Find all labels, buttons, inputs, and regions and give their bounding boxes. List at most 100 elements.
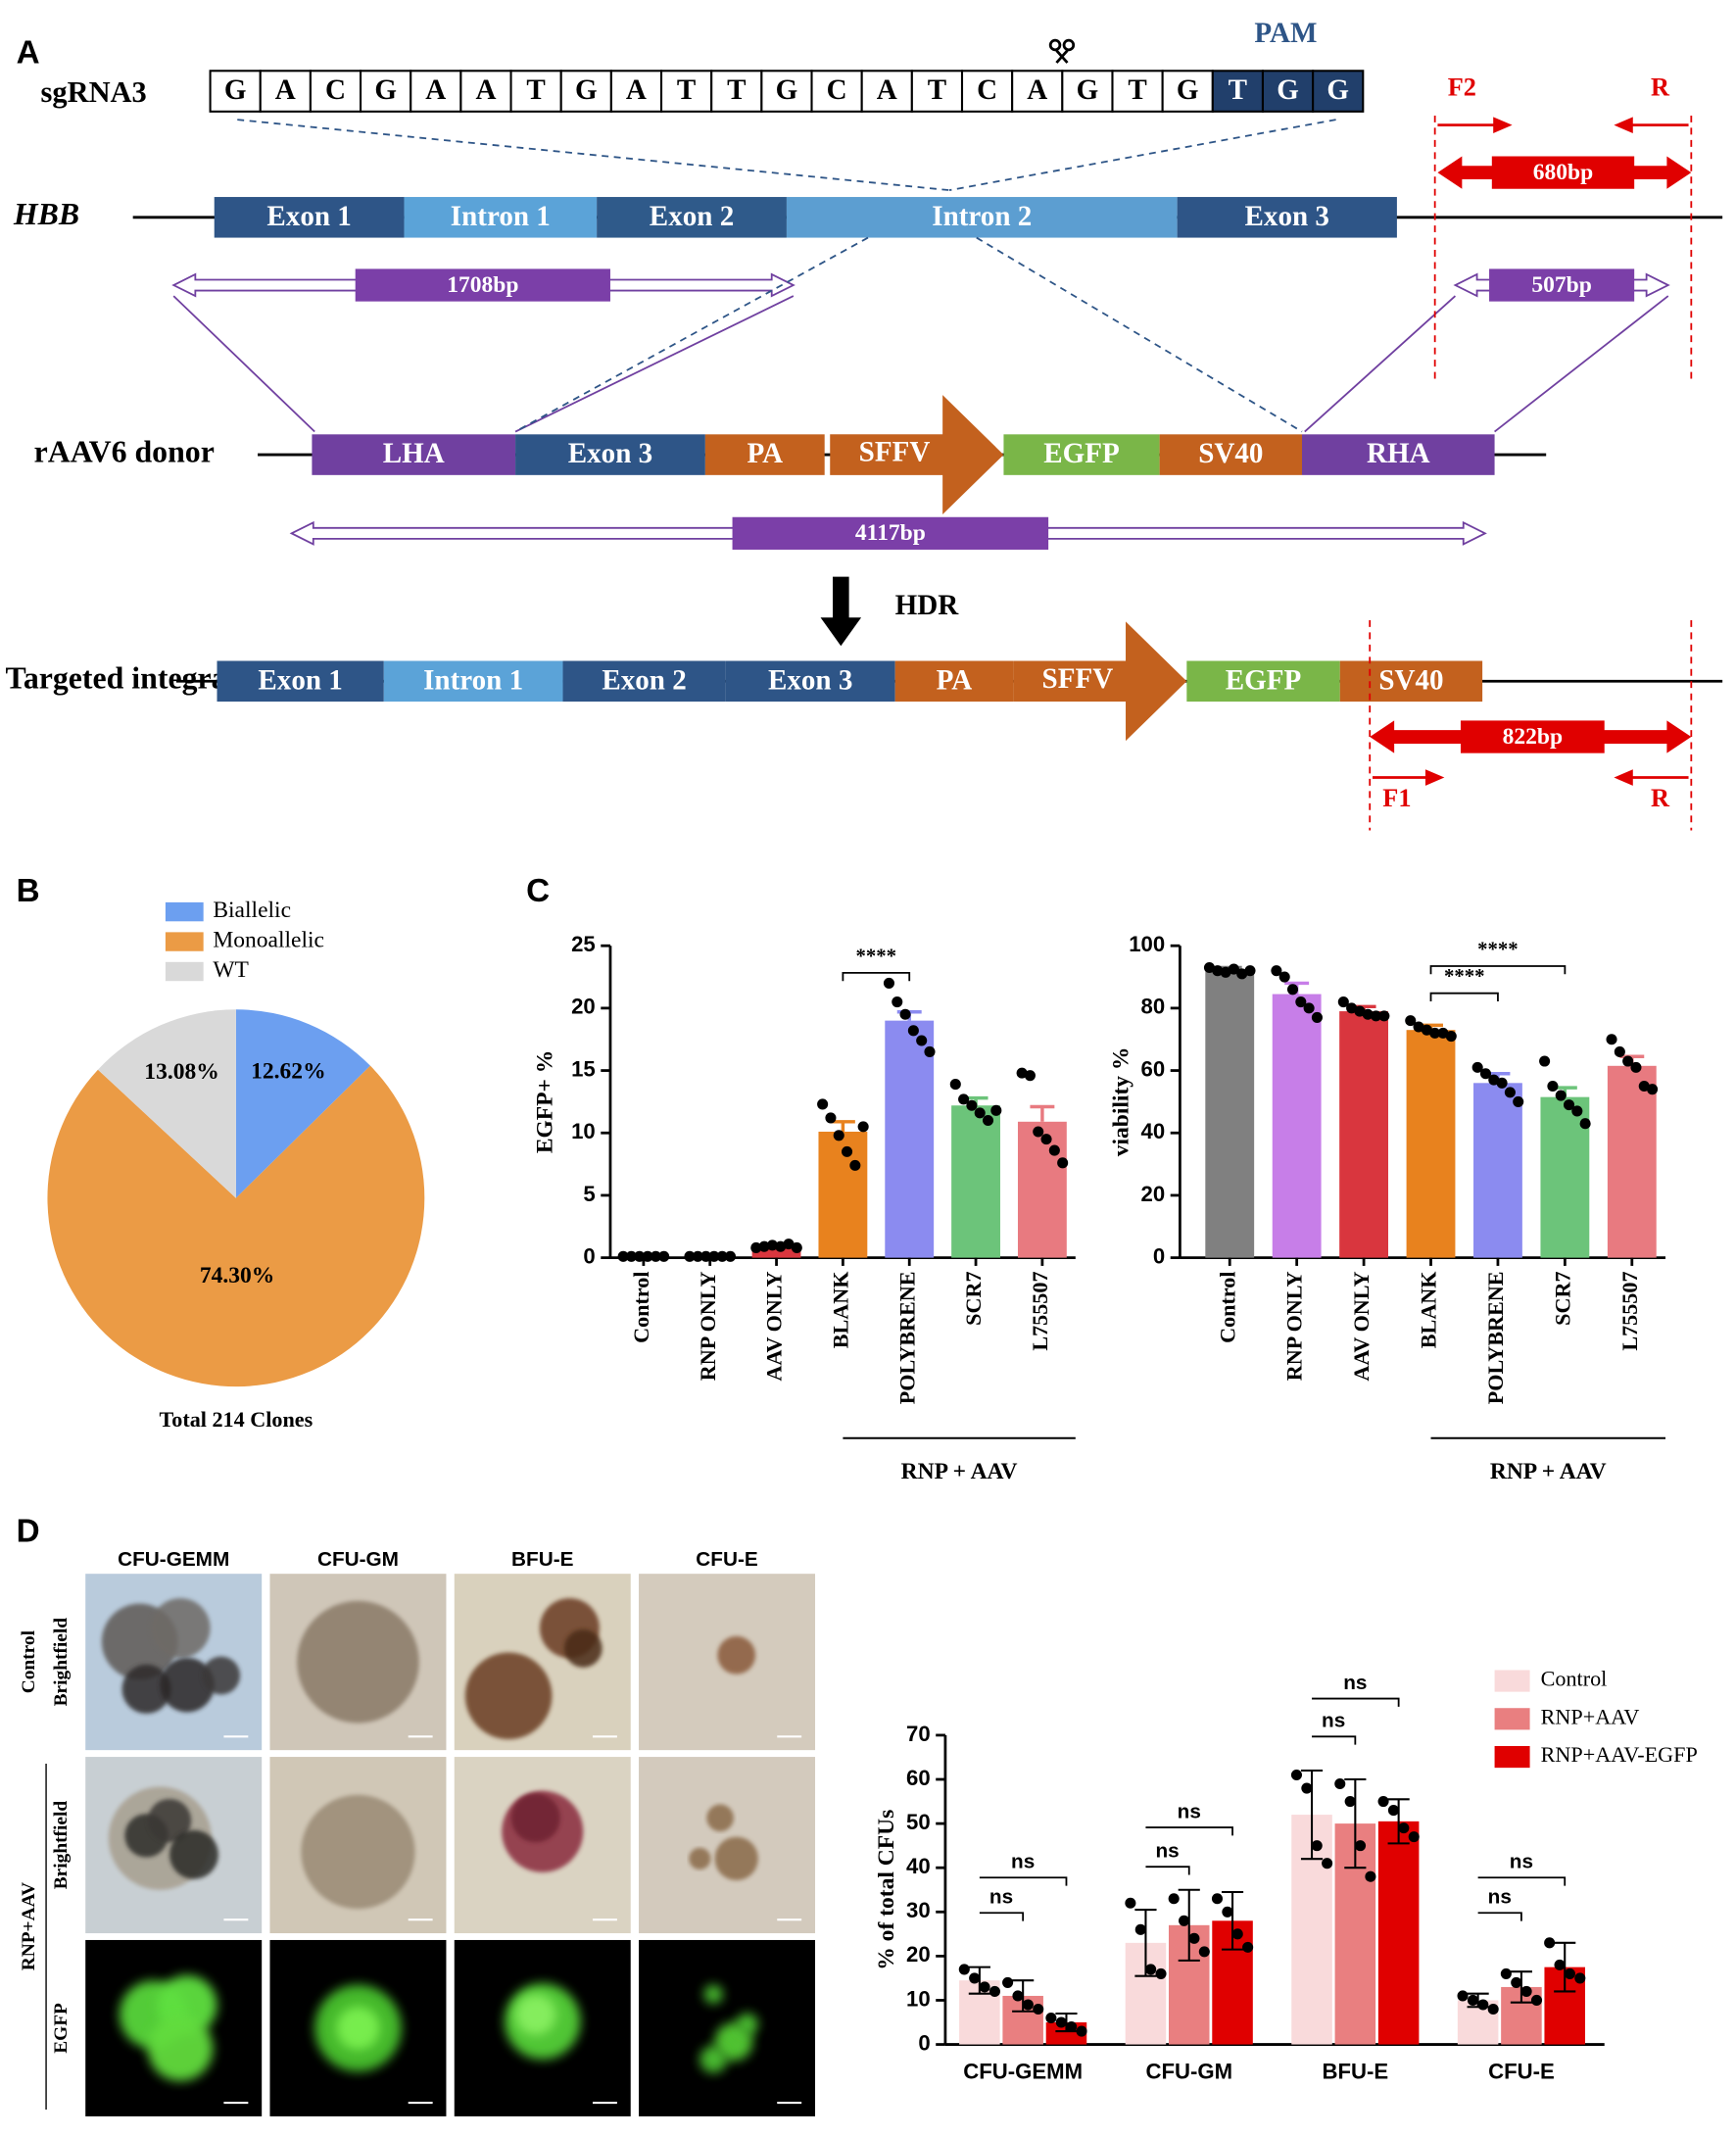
error-bar bbox=[1300, 1769, 1324, 1861]
significance-label: ns bbox=[1322, 1710, 1345, 1732]
data-point bbox=[1220, 966, 1231, 978]
bar bbox=[1607, 1065, 1657, 1258]
sequence-box bbox=[609, 70, 663, 113]
data-point bbox=[658, 1250, 670, 1262]
primer-head bbox=[1614, 769, 1633, 786]
data-point bbox=[1504, 1087, 1516, 1098]
data-point bbox=[916, 1035, 928, 1046]
significance-label: ns bbox=[1155, 1839, 1179, 1862]
data-point bbox=[791, 1241, 802, 1253]
segment-label: SFFV bbox=[1042, 663, 1114, 695]
y-tick-label: 20 bbox=[906, 1942, 931, 1967]
data-point bbox=[1405, 1015, 1417, 1027]
error-bar bbox=[1178, 1888, 1200, 1962]
error-bar bbox=[1055, 2012, 1078, 2033]
segment bbox=[383, 660, 563, 703]
base: G bbox=[224, 74, 247, 106]
length-box bbox=[355, 268, 610, 302]
data-point bbox=[1457, 1990, 1469, 2002]
column-label: CFU-E bbox=[696, 1548, 758, 1571]
base: C bbox=[325, 74, 346, 106]
segment bbox=[894, 660, 1014, 703]
base: G bbox=[1177, 74, 1199, 106]
y-tick-label: 5 bbox=[583, 1182, 595, 1206]
primer-label: R bbox=[1651, 73, 1670, 102]
x-tick-label: BLANK bbox=[828, 1271, 852, 1349]
y-tick-label: 10 bbox=[571, 1119, 596, 1143]
data-point bbox=[716, 1250, 728, 1262]
pam-base: G bbox=[1326, 74, 1349, 106]
colony bbox=[301, 1794, 415, 1910]
data-point bbox=[1408, 1831, 1420, 1843]
data-point bbox=[1290, 1769, 1302, 1781]
error-bar bbox=[1134, 1908, 1157, 1977]
sequence-box bbox=[309, 70, 362, 113]
data-point bbox=[989, 1985, 1000, 1997]
y-tick-label: 60 bbox=[1141, 1056, 1166, 1081]
data-point bbox=[1539, 1055, 1551, 1067]
data-point bbox=[1271, 965, 1282, 977]
y-tick-label: 60 bbox=[906, 1766, 931, 1790]
pie-caption: Total 214 Clones bbox=[160, 1407, 313, 1432]
colony bbox=[121, 1664, 171, 1714]
colony bbox=[703, 1984, 723, 2005]
segment-label: Intron 1 bbox=[451, 201, 551, 232]
data-point bbox=[857, 1121, 869, 1133]
data-point bbox=[1398, 1822, 1410, 1834]
data-point bbox=[1421, 1024, 1432, 1036]
base: T bbox=[677, 74, 696, 106]
data-point bbox=[817, 1098, 829, 1110]
bar bbox=[1017, 1121, 1067, 1258]
base: A bbox=[1027, 74, 1047, 106]
y-tick-label: 25 bbox=[571, 932, 596, 956]
panel-letter: C bbox=[526, 873, 550, 909]
colony bbox=[717, 1635, 756, 1675]
significance-label: **** bbox=[856, 946, 897, 967]
row-label: Brightfield bbox=[51, 1618, 72, 1707]
error-bar bbox=[1510, 1970, 1532, 2004]
error-bar bbox=[968, 1966, 990, 1995]
data-point bbox=[1125, 1897, 1136, 1909]
scissors bbox=[1048, 38, 1062, 52]
sequence-box bbox=[1111, 70, 1164, 113]
base: A bbox=[475, 74, 496, 106]
data-point bbox=[1311, 1840, 1323, 1852]
data-point bbox=[1212, 965, 1224, 977]
error-bar bbox=[1554, 1941, 1576, 1993]
data-point bbox=[775, 1240, 787, 1252]
segment bbox=[597, 197, 787, 238]
row-label: RNP+AAV bbox=[19, 1882, 39, 1970]
segment-label: Exon 1 bbox=[266, 201, 351, 232]
x-tick-label: L755507 bbox=[1617, 1271, 1642, 1350]
data-point bbox=[1242, 1941, 1254, 1953]
data-point bbox=[617, 1250, 629, 1262]
sequence-box bbox=[1161, 70, 1214, 113]
data-point bbox=[1354, 1840, 1367, 1852]
data-point bbox=[1002, 1976, 1014, 1988]
data-point bbox=[1295, 996, 1307, 1008]
data-point bbox=[1198, 1946, 1210, 1958]
significance-bracket bbox=[1429, 992, 1499, 1001]
data-point bbox=[1371, 1010, 1382, 1022]
data-point bbox=[1471, 1061, 1483, 1073]
data-point bbox=[1479, 1068, 1492, 1080]
hdr-arrow bbox=[820, 576, 862, 647]
length-label: 4117bp bbox=[855, 520, 926, 546]
error-bar bbox=[1030, 1104, 1055, 1122]
data-point bbox=[1244, 965, 1256, 977]
data-point bbox=[1016, 1067, 1028, 1079]
data-point bbox=[1487, 2003, 1499, 2016]
colony bbox=[147, 2016, 214, 2081]
legend-label: RNP+AAV-EGFP bbox=[1541, 1742, 1698, 1767]
significance-bracket bbox=[979, 1912, 1025, 1921]
segment-label: SFFV bbox=[859, 437, 931, 468]
sequence-box bbox=[659, 70, 713, 113]
data-point bbox=[1155, 1967, 1167, 1979]
segment bbox=[214, 197, 405, 238]
data-point bbox=[1055, 2016, 1067, 2028]
x-tick-label: RNP ONLY bbox=[1282, 1271, 1307, 1381]
y-tick-label: 30 bbox=[906, 1898, 931, 1922]
colony bbox=[689, 1847, 711, 1870]
segment bbox=[217, 660, 384, 703]
sequence-box bbox=[860, 70, 913, 113]
